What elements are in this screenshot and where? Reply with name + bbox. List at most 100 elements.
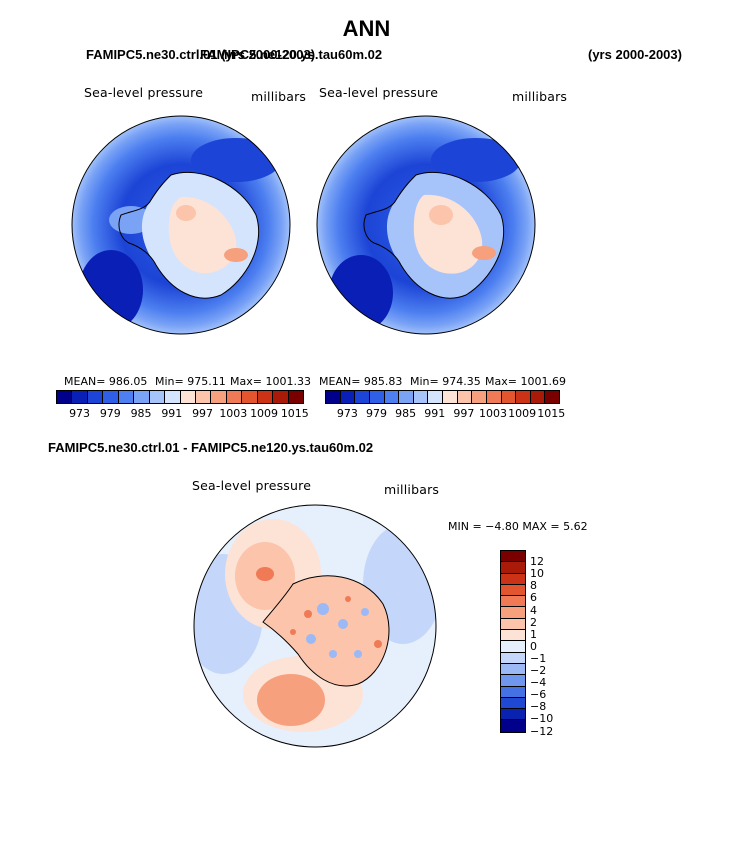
- colorbar-swatch: [87, 391, 104, 403]
- colorbar-swatch: [501, 584, 525, 597]
- colorbar-swatch: [501, 663, 525, 676]
- colorbar-swatch: [340, 391, 356, 403]
- colorbar-tick-label: 1009: [250, 407, 279, 420]
- colorbar-swatch: [545, 391, 559, 403]
- map-panel-difference: [193, 504, 437, 748]
- high-pressure-core: [472, 246, 496, 260]
- colorbar-swatch: [103, 391, 119, 403]
- colorbar-swatch: [180, 391, 196, 403]
- colorbar-level-label: −4: [530, 676, 547, 690]
- colorbar-swatch: [443, 391, 458, 403]
- low-pressure-belt: [431, 138, 521, 182]
- colorbar-tick-label: 997: [453, 407, 475, 420]
- colorbar-swatch: [288, 391, 303, 403]
- colorbar-swatch: [134, 391, 150, 403]
- panel2-max: Max= 1001.69: [485, 375, 566, 388]
- panel1-min: Min= 975.11: [155, 375, 226, 388]
- colorbar-swatch: [355, 391, 370, 403]
- colorbar-swatch: [72, 391, 88, 403]
- small-scale-negative-anomalies: [306, 603, 369, 658]
- coastline: [118, 171, 260, 299]
- panel3-units-label: millibars: [384, 482, 440, 497]
- colorbar-tick-label: 1003: [219, 407, 248, 420]
- colorbar-swatch: [501, 697, 525, 710]
- colorbar-swatch: [242, 391, 258, 403]
- colorbar-swatch: [428, 391, 443, 403]
- panel3-variable-label: Sea-level pressure: [192, 478, 312, 493]
- colorbar-level-label: 12: [530, 555, 544, 569]
- difference-header: FAMIPC5.ne30.ctrl.01 - FAMIPC5.ne120.ys.…: [48, 440, 374, 455]
- colorbar-level-label: 8: [530, 579, 537, 593]
- colorbar-swatch: [457, 391, 473, 403]
- colorbar-swatch: [472, 391, 487, 403]
- colorbar-swatch: [501, 720, 525, 732]
- colorbar-swatch: [501, 573, 525, 585]
- colorbar-swatch: [501, 618, 525, 631]
- difference-minmax: MIN = −4.80 MAX = 5.62: [448, 520, 588, 533]
- colorbar-tick-label: 979: [99, 407, 121, 420]
- figure-title: ANN: [342, 16, 391, 41]
- colorbar-swatch: [273, 391, 289, 403]
- high-pressure-core: [224, 248, 248, 262]
- colorbar-panel-1: [56, 390, 304, 404]
- panel2-variable-label: Sea-level pressure: [319, 85, 439, 100]
- colorbar-level-label: 1: [530, 627, 537, 641]
- colorbar-level-label: −10: [530, 712, 554, 726]
- colorbar-level-label: 0: [530, 639, 537, 653]
- colorbar-tick-label: 1015: [280, 407, 309, 420]
- colorbar-swatch: [501, 630, 525, 642]
- colorbar-swatch: [384, 391, 400, 403]
- colorbar-level-label: 6: [530, 591, 537, 605]
- colorbar-swatch: [326, 391, 341, 403]
- continent-anomaly: [263, 575, 389, 686]
- colorbar-swatch: [501, 686, 525, 698]
- colorbar-swatch: [369, 391, 385, 403]
- left-panel-header-overlap: FAMIPC5.ne120.ys.tau60m.02: [200, 47, 383, 62]
- colorbar-level-label: −8: [530, 700, 547, 714]
- panel2-min: Min= 974.35: [410, 375, 481, 388]
- colorbar-tick-label: 991: [424, 407, 446, 420]
- colorbar-difference: [500, 550, 526, 733]
- colorbar-tick-label: 973: [69, 407, 91, 420]
- colorbar-tick-label: 985: [130, 407, 152, 420]
- panel1-mean: MEAN= 986.05: [64, 375, 148, 388]
- low-pressure-belt: [79, 250, 143, 330]
- colorbar-swatch: [501, 596, 525, 608]
- colorbar-swatch: [57, 391, 73, 403]
- colorbar-tick-label: 1003: [478, 407, 507, 420]
- colorbar-tick-label: 973: [336, 407, 358, 420]
- colorbar-level-label: −6: [530, 688, 547, 702]
- colorbar-tick-label: 985: [395, 407, 417, 420]
- colorbar-swatch: [501, 709, 525, 721]
- colorbar-tick-label: 1009: [508, 407, 537, 420]
- panel2-mean: MEAN= 985.83: [319, 375, 403, 388]
- colorbar-tick-label: 1015: [537, 407, 566, 420]
- colorbar-swatch: [501, 675, 525, 687]
- colorbar-swatch: [118, 391, 135, 403]
- left-panel-header: FAMIPC5.ne30.ctrl.01 (yrs 2000-2003): [86, 47, 316, 62]
- colorbar-tick-label: 979: [365, 407, 387, 420]
- high-pressure-core: [176, 205, 196, 221]
- high-pressure-core: [429, 205, 453, 225]
- colorbar-swatch: [413, 391, 429, 403]
- colorbar-swatch: [501, 391, 517, 403]
- colorbar-tick-label: 991: [161, 407, 183, 420]
- colorbar-level-label: 2: [530, 615, 537, 629]
- colorbar-swatch: [257, 391, 274, 403]
- colorbar-level-label: −12: [530, 724, 554, 738]
- colorbar-level-label: 4: [530, 603, 537, 617]
- coastline: [363, 171, 505, 299]
- colorbar-level-label: −2: [530, 664, 547, 677]
- colorbar-swatch: [501, 641, 525, 653]
- colorbar-swatch: [149, 391, 166, 403]
- positive-anomaly: [257, 674, 325, 726]
- map-panel-1: [71, 115, 291, 335]
- colorbar-swatch: [399, 391, 414, 403]
- colorbar-swatch: [501, 562, 525, 574]
- panel1-max: Max= 1001.33: [230, 375, 311, 388]
- low-pressure-belt: [329, 255, 393, 331]
- panel2-units-label: millibars: [512, 89, 568, 104]
- colorbar-swatch: [516, 391, 531, 403]
- colorbar-level-label: 10: [530, 567, 544, 581]
- colorbar-swatch: [165, 391, 181, 403]
